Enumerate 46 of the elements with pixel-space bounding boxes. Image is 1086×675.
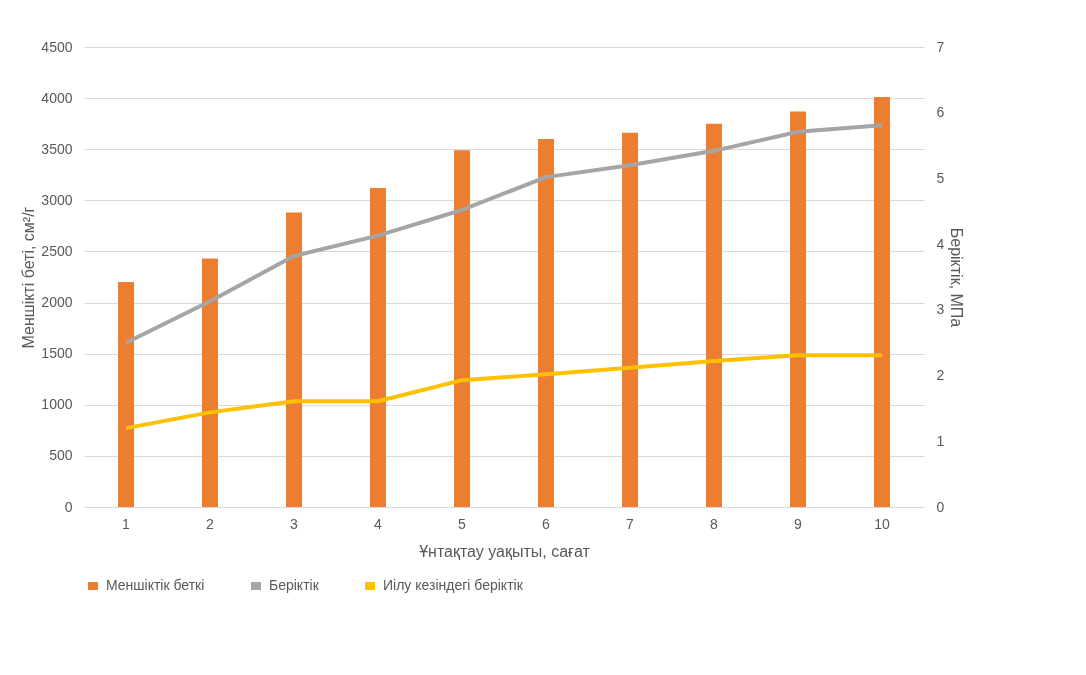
y2-tick-label: 2 [936, 367, 945, 384]
x-tick-label: 6 [542, 515, 551, 532]
y-tick-label: 0 [64, 498, 73, 515]
x-tick-label: 3 [290, 515, 299, 532]
x-tick-label: 4 [374, 515, 383, 532]
x-tick-label: 7 [626, 515, 635, 532]
x-tick-label: 9 [794, 515, 803, 532]
x-tick-label: 5 [458, 515, 467, 532]
y-tick-label: 4500 [41, 38, 73, 55]
bar [622, 132, 638, 507]
y-axis-title: Меншікті беті, см²/г [20, 206, 38, 349]
x-tick-label: 1 [122, 515, 131, 532]
x-axis-title: Ұнтақтау уақыты, сағат [419, 542, 591, 560]
y-tick-label: 2000 [41, 294, 73, 311]
line-series [124, 123, 884, 345]
y-tick-label: 4000 [41, 89, 73, 106]
y2-axis-title: Беріктік, МПа [948, 227, 966, 328]
y2-tick-label: 6 [936, 104, 945, 121]
y-tick-label: 1500 [41, 345, 73, 362]
bar [286, 212, 302, 507]
bar [454, 150, 470, 507]
bar [370, 188, 386, 507]
bar [538, 139, 554, 507]
y-tick-label: 500 [49, 447, 73, 464]
legend-label: Беріктік [269, 577, 320, 593]
y2-tick-label: 4 [936, 235, 945, 252]
legend-label: Иілу кезіндегі беріктік [383, 577, 524, 593]
y2-tick-label: 1 [936, 432, 945, 449]
x-tick-label: 2 [206, 515, 215, 532]
y2-tick-label: 7 [936, 38, 945, 55]
x-tick-label: 8 [710, 515, 719, 532]
y-tick-label: 3000 [41, 191, 73, 208]
bar [118, 282, 134, 507]
bar [874, 97, 890, 507]
y-tick-label: 1000 [41, 396, 73, 413]
y2-tick-label: 5 [936, 169, 945, 186]
y-tick-label: 3500 [41, 140, 73, 157]
y2-tick-label: 3 [936, 301, 945, 318]
bar [790, 111, 806, 507]
legend-label: Меншіктік беткі [106, 577, 205, 593]
line-series [124, 353, 884, 431]
x-tick-label: 10 [874, 515, 890, 532]
y2-tick-label: 0 [936, 498, 945, 515]
bar [706, 123, 722, 507]
y-tick-label: 2500 [41, 242, 73, 259]
bar [202, 258, 218, 507]
